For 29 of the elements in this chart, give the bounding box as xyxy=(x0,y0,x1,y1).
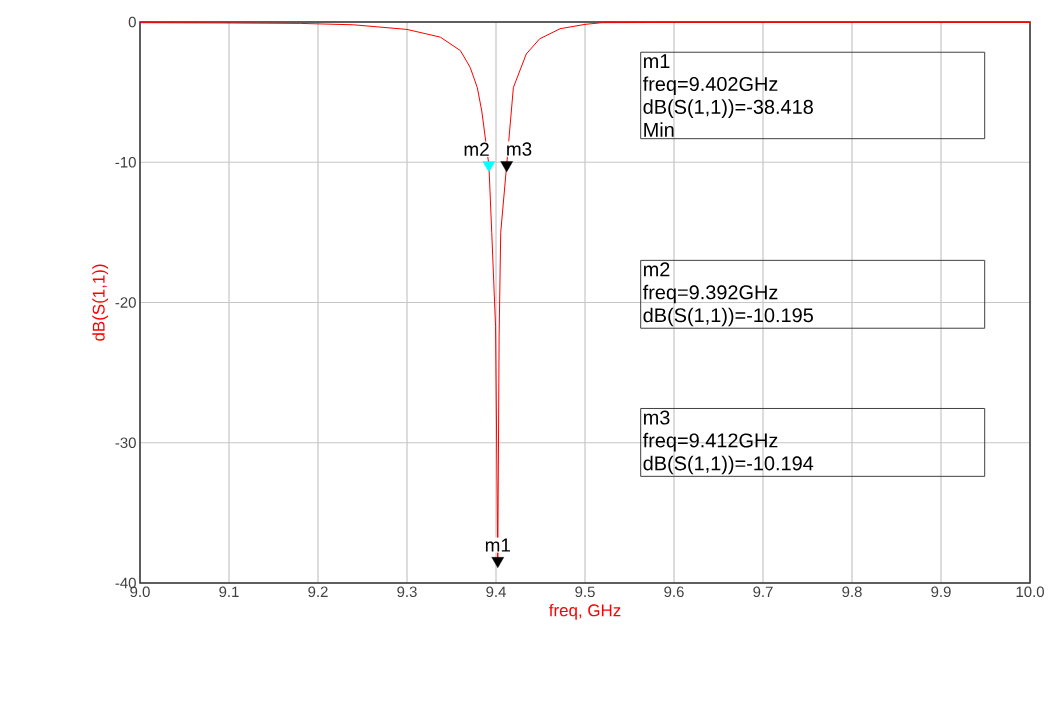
annotation: m3 xyxy=(507,142,532,156)
x-tick-label: 9.8 xyxy=(842,586,862,598)
x-tick-label: 9.1 xyxy=(219,586,239,598)
x-tick-label: 10.0 xyxy=(1016,586,1044,598)
annotation: dB(S(1,1))=-38.418 xyxy=(643,99,813,118)
annotation: m1 xyxy=(485,538,510,552)
y-tick-label: 0 xyxy=(128,16,136,28)
y-tick-label: -20 xyxy=(115,297,136,308)
x-tick-label: 9.3 xyxy=(397,586,417,598)
x-tick-label: 9.4 xyxy=(486,586,506,598)
x-tick-label: 9.7 xyxy=(753,586,773,598)
annotation: m3 xyxy=(644,410,670,425)
annotation: dB(S(1,1))=-10.194 xyxy=(643,455,814,475)
x-axis-title: freq, GHz xyxy=(549,603,621,620)
x-tick-label: 9.5 xyxy=(575,586,595,598)
annotation: m2 xyxy=(464,142,489,156)
y-axis-title: dB(S(1,1)) xyxy=(92,264,109,341)
x-tick-label: 9.2 xyxy=(308,586,328,598)
annotation: m1 xyxy=(644,54,670,68)
annotation: dB(S(1,1))=-10.195 xyxy=(643,307,813,327)
annotation: Min xyxy=(644,122,674,137)
annotation: freq=9.412GHz xyxy=(642,432,778,452)
x-tick-label: 9.6 xyxy=(664,586,684,598)
annotation: freq=9.402GHz xyxy=(642,76,778,95)
x-tick-label: 9.9 xyxy=(931,586,951,598)
y-tick-label: -10 xyxy=(115,156,136,168)
annotation: m2 xyxy=(644,262,670,277)
y-tick-label: -30 xyxy=(115,437,136,449)
annotation: freq=9.392GHz xyxy=(642,284,778,304)
